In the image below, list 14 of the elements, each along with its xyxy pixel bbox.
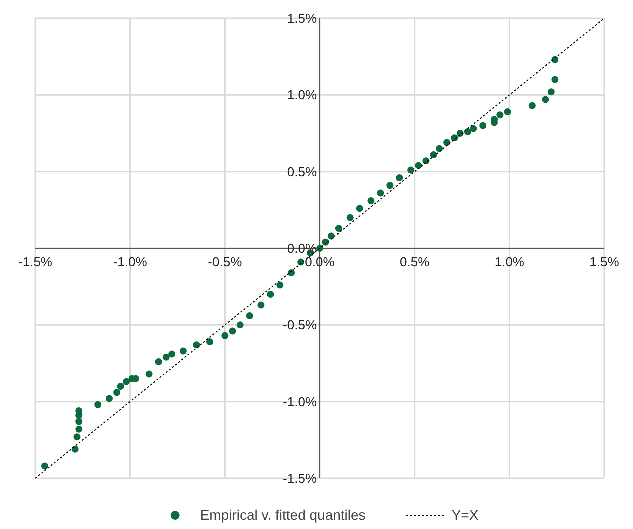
- x-tick-label: -1.5%: [18, 254, 53, 270]
- y-tick-label: -0.5%: [283, 318, 318, 333]
- y-tick-label: 0.5%: [287, 164, 318, 180]
- x-tick-label: -0.5%: [208, 254, 243, 270]
- y-tick-label: -1.0%: [283, 394, 318, 410]
- legend-label: Empirical v. fitted quantiles: [200, 507, 366, 523]
- y-tick-label: 1.5%: [287, 11, 318, 26]
- x-tick-label: 1.0%: [494, 254, 525, 270]
- x-tick-label: 0.5%: [400, 254, 430, 270]
- x-tick-label: 1.5%: [590, 254, 620, 270]
- y-tick-label: 1.0%: [287, 88, 318, 103]
- y-tick-label: -1.5%: [283, 471, 318, 486]
- legend-label: Y=X: [452, 507, 479, 523]
- x-tick-label: -1.0%: [113, 254, 148, 270]
